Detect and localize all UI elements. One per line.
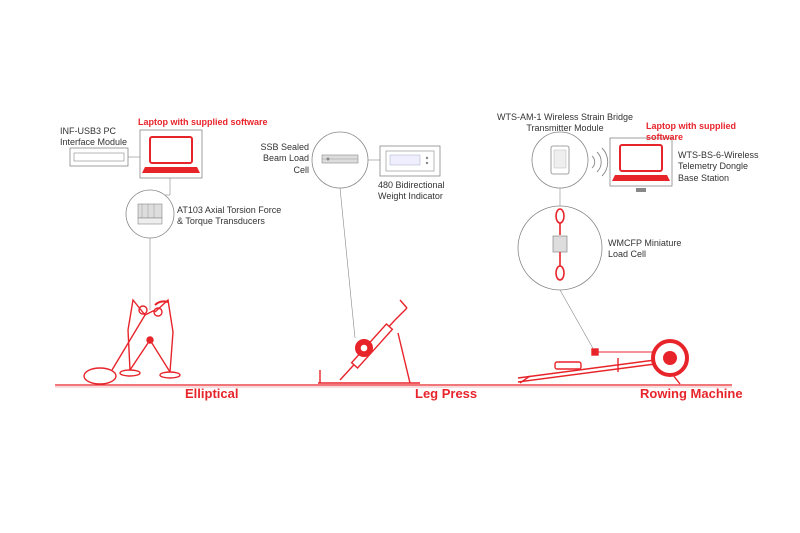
wts-bs6-label: WTS-BS-6-WirelessTelemetry DongleBase St… <box>678 150 770 184</box>
at103-label: AT103 Axial Torsion Force& Torque Transd… <box>177 205 297 228</box>
dongle-icon <box>636 188 646 192</box>
legpress-machine-icon <box>318 300 420 383</box>
legpress-title: Leg Press <box>415 386 477 401</box>
laptop-caption-1: Laptop with supplied software <box>138 117 268 128</box>
wi480-label: 480 BidirectionalWeight Indicator <box>378 180 474 203</box>
station-legpress <box>312 132 440 383</box>
wts-am1-label: WTS-AM-1 Wireless Strain BridgeTransmitt… <box>490 112 640 135</box>
inf-usb3-label: INF-USB3 PCInterface Module <box>60 126 132 149</box>
diagram-canvas <box>0 0 800 533</box>
ssb-loadcell-icon <box>322 155 358 163</box>
elliptical-title: Elliptical <box>185 386 238 401</box>
elliptical-machine-icon <box>84 300 180 384</box>
at103-transducer-icon <box>138 204 162 224</box>
loadcell-leader <box>560 290 595 352</box>
wi480-indicator-icon <box>386 151 434 171</box>
wts-am1-module-icon <box>551 146 569 174</box>
ssb-label: SSB SealedBeam Load Cell <box>253 142 309 176</box>
station-elliptical <box>70 130 202 384</box>
wireless-icon <box>592 148 608 176</box>
laptop-caption-2: Laptop with suppliedsoftware <box>646 121 746 144</box>
rowing-title: Rowing Machine <box>640 386 743 401</box>
inf-usb3-box <box>70 148 128 166</box>
wmcfp-label: WMCFP MiniatureLoad Cell <box>608 238 700 261</box>
rowing-machine-icon <box>518 341 687 384</box>
ssb-leader <box>340 188 355 338</box>
